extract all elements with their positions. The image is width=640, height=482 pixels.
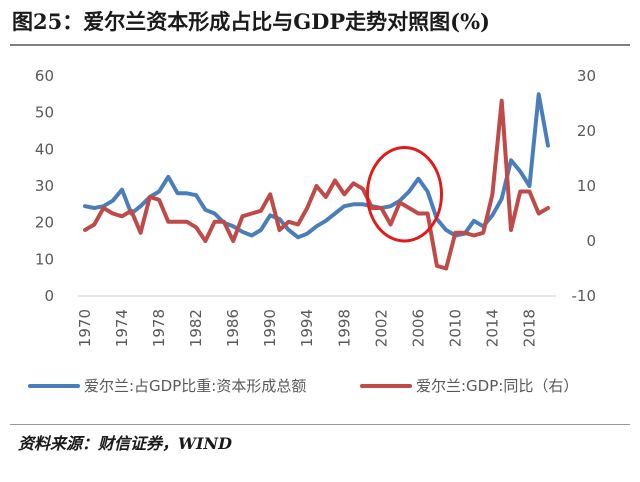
chart-title: 图25：爱尔兰资本形成占比与GDP走势对照图(%) [12,9,490,34]
y-left-tick-label: 40 [35,140,54,158]
y-right-tick-label: 30 [577,67,596,85]
source-note: 资料来源：财信证券，WIND [18,434,232,453]
legend-item-gdp-growth-label: 爱尔兰:GDP:同比（右） [416,377,578,395]
y-right-tick-label: 20 [577,122,596,140]
x-tick-label: 1970 [76,309,94,347]
y-right-tick-label: 0 [586,232,596,250]
y-left-tick-label: 20 [35,214,54,232]
chart-legend: 爱尔兰:占GDP比重:资本形成总额 爱尔兰:GDP:同比（右） [28,377,578,395]
x-tick-label: 1994 [298,309,316,347]
series-line-gdp-growth [83,98,550,271]
x-tick-label: 1986 [224,309,242,347]
y-right-tick-label: 10 [577,177,596,195]
x-tick-label: 2018 [520,309,538,347]
x-tick-label: 1982 [187,309,205,347]
title-divider [10,44,630,46]
footer-divider [10,424,630,425]
y-right-tick-label: -10 [572,287,597,305]
y-left-tick-label: 10 [35,250,54,268]
y-left-tick-label: 30 [35,177,54,195]
x-tick-label: 2014 [483,309,501,347]
x-tick-label: 1978 [150,309,168,347]
legend-item-capital-formation-label: 爱尔兰:占GDP比重:资本形成总额 [84,377,306,395]
x-tick-label: 2006 [409,309,427,347]
y-left-tick-label: 0 [44,287,54,305]
highlight-ellipse [365,146,444,243]
y-left-tick-label: 60 [35,67,54,85]
series-line-capital-formation [83,92,550,240]
x-tick-label: 1990 [261,309,279,347]
y-left-tick-label: 50 [35,104,54,122]
x-tick-label: 2002 [372,309,390,347]
x-tick-label: 1998 [335,309,353,347]
x-tick-label: 1974 [113,309,131,347]
chart-series [83,92,550,271]
line-chart: 1970 1974 1978 1982 1986 1990 1994 1998 2002 2006… [28,67,596,395]
chart-axes: 1970 1974 1978 1982 1986 1990 1994 1998 2002 2006… [35,67,596,347]
x-tick-label: 2010 [446,309,464,347]
